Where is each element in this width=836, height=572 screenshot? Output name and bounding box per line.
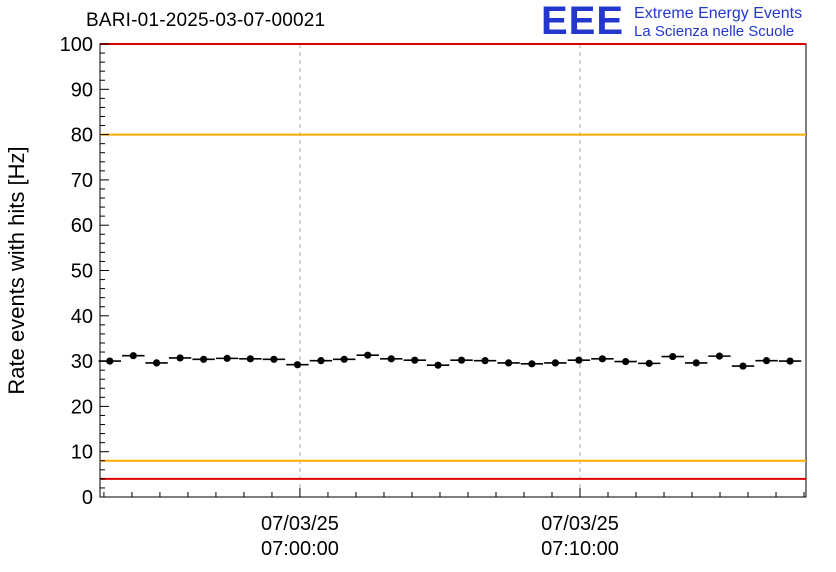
threshold-lines	[100, 43, 806, 480]
data-point	[457, 356, 466, 364]
eee-logo: EEE Extreme Energy Events La Scienza nel…	[541, 0, 802, 43]
x-gridlines	[299, 44, 581, 497]
data-point	[293, 361, 302, 369]
data-point	[622, 357, 630, 366]
data-point	[364, 351, 372, 359]
data-point	[129, 352, 137, 360]
data-point	[411, 356, 419, 364]
svg-text:20: 20	[71, 396, 93, 418]
data-point	[669, 352, 677, 361]
data-point	[504, 359, 513, 367]
svg-text:80: 80	[71, 125, 93, 147]
data-point	[739, 362, 747, 370]
y-axis-ticks: 0 10 20 30 40 50 60 70 80 90 100	[60, 34, 109, 509]
svg-text:10: 10	[71, 442, 93, 464]
svg-text:30: 30	[71, 351, 93, 373]
svg-text:07/03/25: 07/03/25	[261, 513, 339, 535]
svg-text:07:00:00: 07:00:00	[261, 538, 339, 560]
page-title: BARI-01-2025-03-07-00021	[86, 10, 326, 31]
svg-text:90: 90	[71, 79, 93, 101]
svg-text:Rate events with hits [Hz]: Rate events with hits [Hz]	[4, 146, 29, 394]
svg-text:50: 50	[71, 261, 93, 283]
svg-text:40: 40	[71, 306, 93, 328]
svg-text:60: 60	[71, 215, 93, 237]
data-point	[317, 357, 325, 365]
data-point	[528, 360, 536, 368]
data-series	[98, 351, 802, 370]
data-point	[340, 355, 348, 363]
data-point	[223, 354, 231, 362]
y-axis-label: Rate events with hits [Hz]	[4, 146, 29, 394]
data-point	[762, 357, 771, 365]
x-axis-labels: 07/03/25 07:00:00 07/03/25 07:10:00	[261, 513, 619, 560]
svg-text:100: 100	[60, 34, 93, 56]
data-point	[692, 359, 700, 367]
data-point	[481, 357, 489, 365]
x-axis-ticks	[103, 488, 805, 497]
data-point	[270, 355, 278, 363]
svg-text:07/03/25: 07/03/25	[541, 513, 619, 535]
data-point	[200, 355, 208, 363]
eee-logo-caption-1: Extreme Energy Events	[634, 5, 803, 22]
data-point	[786, 357, 794, 365]
svg-text:0: 0	[82, 487, 93, 509]
data-point	[152, 359, 161, 367]
data-point	[387, 355, 395, 363]
data-point	[434, 361, 442, 369]
data-point	[106, 357, 114, 365]
data-point	[715, 352, 724, 360]
svg-text:07:10:00: 07:10:00	[541, 538, 619, 560]
data-point	[575, 356, 583, 364]
data-point	[246, 355, 254, 363]
data-point	[551, 359, 559, 367]
eee-logo-caption-2: La Scienza nelle Scuole	[634, 23, 795, 40]
svg-text:70: 70	[71, 170, 93, 192]
data-point	[598, 355, 607, 363]
plot-frame	[99, 43, 807, 498]
data-point	[176, 354, 184, 362]
eee-logo-captions: Extreme Energy Events La Scienza nelle S…	[634, 2, 802, 40]
eee-logo-text: EEE	[541, 0, 625, 43]
data-point	[645, 359, 653, 367]
